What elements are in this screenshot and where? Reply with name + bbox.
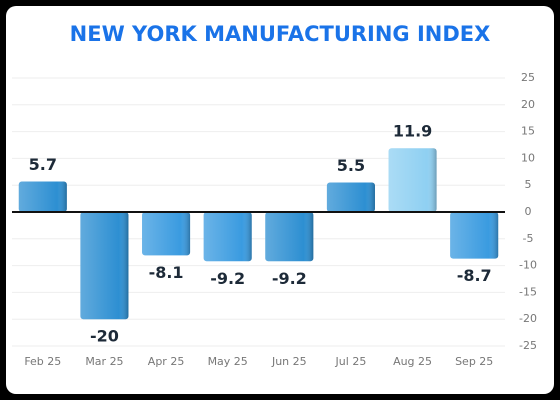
value-label: -8.1	[149, 263, 184, 282]
card	[6, 6, 554, 394]
bar-shade	[142, 212, 191, 256]
value-label: 11.9	[393, 122, 432, 141]
value-label: -9.2	[210, 269, 245, 288]
value-label: 5.5	[337, 156, 365, 175]
bar-shade	[80, 212, 129, 320]
y-tick-label: 10	[521, 151, 535, 164]
bar-shade	[326, 182, 375, 212]
value-label: 5.7	[29, 155, 57, 174]
chart-title: NEW YORK MANUFACTURING INDEX	[70, 22, 491, 46]
x-tick-label: Apr 25	[148, 355, 185, 368]
bar-shade	[18, 181, 67, 212]
y-tick-label: -10	[519, 259, 537, 272]
x-tick-label: Jul 25	[335, 355, 367, 368]
x-tick-label: Aug 25	[393, 355, 432, 368]
x-tick-label: Sep 25	[455, 355, 493, 368]
y-tick-label: 25	[521, 71, 535, 84]
bar-shade	[450, 212, 499, 259]
bar-shade	[388, 148, 437, 212]
x-tick-label: Mar 25	[85, 355, 123, 368]
x-tick-label: May 25	[208, 355, 248, 368]
y-tick-label: -20	[519, 312, 537, 325]
value-label: -20	[90, 327, 119, 346]
y-tick-label: -5	[523, 232, 534, 245]
bar-shade	[203, 212, 252, 262]
y-tick-label: -15	[519, 285, 537, 298]
bar-shade	[265, 212, 314, 262]
y-tick-label: 5	[525, 178, 532, 191]
x-tick-label: Jun 25	[271, 355, 307, 368]
y-tick-label: 0	[525, 205, 532, 218]
y-tick-label: 15	[521, 125, 535, 138]
y-tick-label: 20	[521, 98, 535, 111]
x-tick-label: Feb 25	[24, 355, 61, 368]
value-label: -9.2	[272, 269, 307, 288]
y-tick-label: -25	[519, 339, 537, 352]
value-label: -8.7	[457, 266, 492, 285]
